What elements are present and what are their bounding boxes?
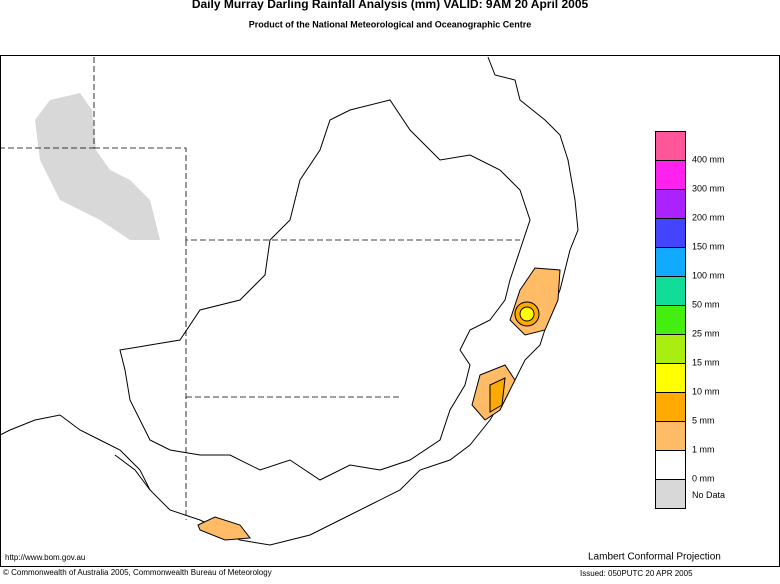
- legend-label: 25 mm: [692, 328, 720, 338]
- legend-label: 300 mm: [692, 183, 725, 193]
- rain-area: [519, 306, 535, 322]
- legend-swatch: [655, 247, 686, 277]
- url: http://www.bom.gov.au: [5, 553, 85, 562]
- legend-swatch: [655, 421, 686, 451]
- legend-swatch: [655, 131, 686, 161]
- legend-label: 5 mm: [692, 415, 715, 425]
- legend-label: 10 mm: [692, 386, 720, 396]
- legend-label: No Data: [692, 490, 725, 500]
- map: [0, 56, 579, 546]
- legend-swatch: [655, 450, 686, 480]
- legend-label: 150 mm: [692, 241, 725, 251]
- rain-area: [197, 516, 251, 541]
- subtitle: Product of the National Meteorological a…: [249, 19, 532, 29]
- legend-swatch: [655, 160, 686, 190]
- legend-swatch: [655, 305, 686, 335]
- legend-swatch: [655, 363, 686, 393]
- legend-swatch: [655, 189, 686, 219]
- map-frame: [0, 55, 780, 567]
- legend-label: 15 mm: [692, 357, 720, 367]
- legend-swatch: [655, 479, 686, 509]
- legend-swatch: [655, 334, 686, 364]
- projection: Lambert Conformal Projection: [588, 552, 721, 563]
- legend: 400 mm 300 mm 200 mm 150 mm 100 mm 50 mm 25 mm…: [655, 131, 725, 509]
- title: Daily Murray Darling Rainfall Analysis (…: [192, 0, 589, 11]
- legend-label: 200 mm: [692, 212, 725, 222]
- legend-swatch: [655, 218, 686, 248]
- legend-label: 1 mm: [692, 444, 715, 454]
- issued: Issued: 050PUTC 20 APR 2005: [580, 569, 693, 578]
- copyright: © Commonwealth of Australia 2005, Common…: [3, 568, 272, 577]
- legend-swatch: [655, 392, 686, 422]
- legend-label: 50 mm: [692, 299, 720, 309]
- legend-label: 400 mm: [692, 154, 725, 164]
- legend-label: 100 mm: [692, 270, 725, 280]
- legend-label: 0 mm: [692, 473, 715, 483]
- legend-swatch: [655, 276, 686, 306]
- no-data-area: [35, 93, 160, 240]
- rain-area: [489, 377, 506, 413]
